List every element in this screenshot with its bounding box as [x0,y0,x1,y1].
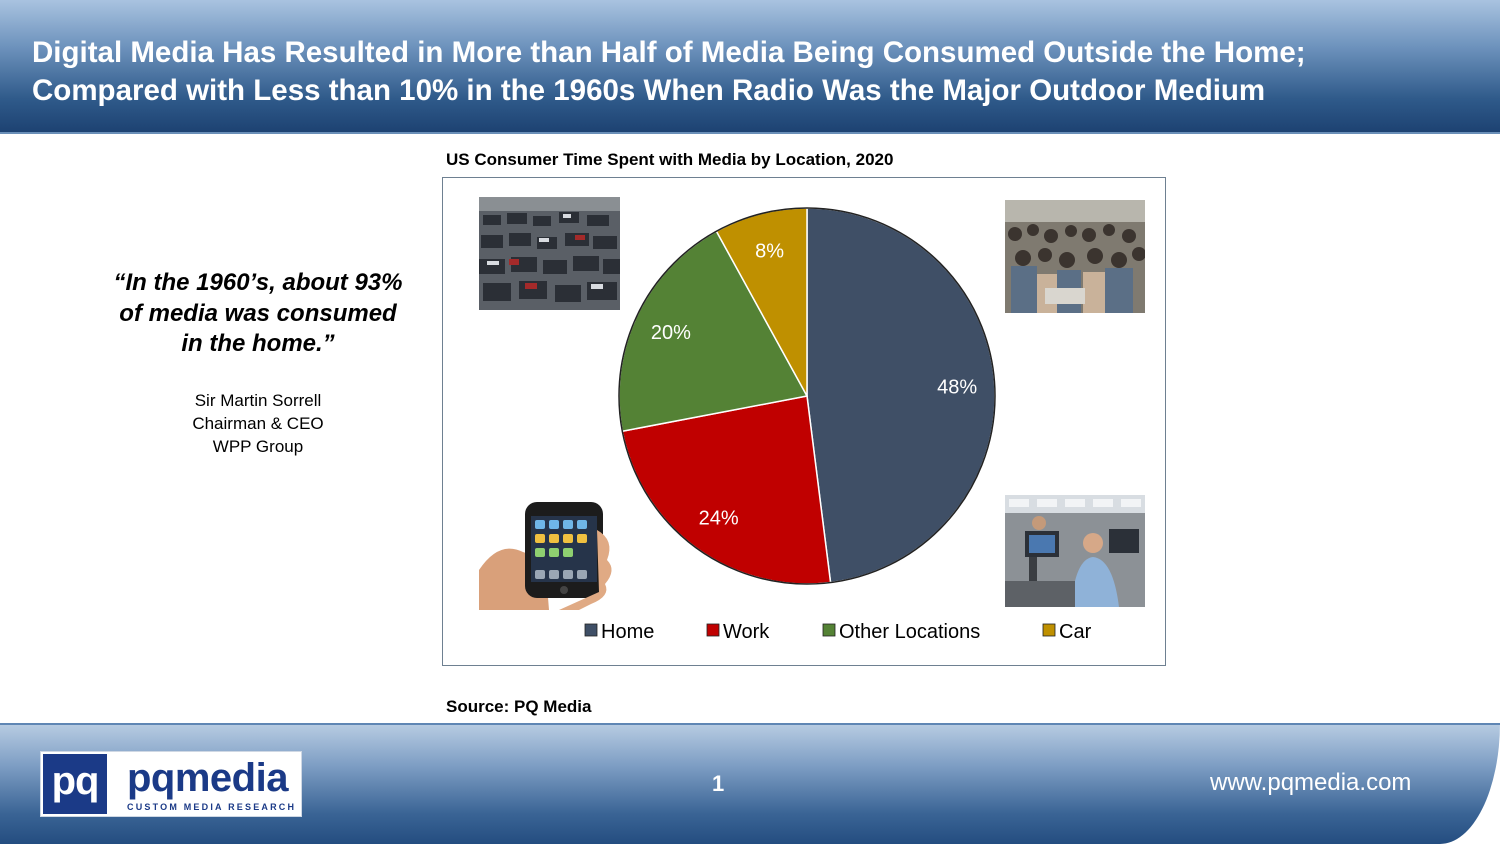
chart-title: US Consumer Time Spent with Media by Loc… [446,150,894,169]
logo-mark: pq [43,754,107,814]
legend-item-other-locations: Other Locations [822,621,980,643]
pie-slice-labels: 48% 24% 20% 8% [651,240,977,529]
legend-swatch [584,623,598,637]
attribution-company: WPP Group [212,437,304,456]
logo-wordmark: pqmedia [127,756,288,800]
legend-label: Car [1059,621,1092,643]
smartphone-in-hand-photo [479,500,620,610]
traffic-jam-photo [479,197,620,310]
attribution-role: Chairman & CEO [192,414,324,433]
pie-chart: 48% 24% 20% 8% Home Work Other Locations Car [584,207,1092,643]
logo-tagline: CUSTOM MEDIA RESEARCH [127,802,297,812]
quote-attribution: Sir Martin Sorrell Chairman & CEO WPP Gr… [108,389,408,458]
title-banner: Digital Media Has Resulted in More than … [0,0,1500,134]
legend-swatch [706,623,720,637]
legend-swatch [822,623,836,637]
attribution-name: Sir Martin Sorrell [194,391,322,410]
legend-label: Other Locations [839,621,980,643]
source-note: Source: PQ Media [446,697,592,716]
quote-line-2: of media was consumed [119,299,397,327]
website-link[interactable]: www.pqmedia.com [1210,769,1412,796]
slice-label-car: 8% [755,240,784,262]
page-title: Digital Media Has Resulted in More than … [32,34,1472,110]
slice-label-other-locations: 20% [651,322,691,344]
quote-line-1: “In the 1960’s, about 93% [113,269,403,296]
legend-swatch [1042,623,1056,637]
legend-item-home: Home [584,621,654,643]
page-number: 1 [712,771,725,796]
chart-frame: 48% 24% 20% 8% Home Work Other Locations Car [442,177,1166,666]
pie-outline [618,207,996,585]
crowd-photo [1005,200,1145,313]
quote-line-3: in the home.” [181,330,335,357]
legend-label: Home [601,621,654,643]
pqmedia-logo[interactable]: pq pqmedia CUSTOM MEDIA RESEARCH [40,751,302,817]
legend-item-work: Work [706,621,770,643]
footer-divider [0,723,1500,725]
slice-label-home: 48% [937,377,977,399]
page-title-line-2: Compared with Less than 10% in the 1960s… [32,74,1266,107]
legend-label: Work [723,621,770,643]
pie-slices [618,207,996,585]
slice-label-work: 24% [699,508,739,530]
page-title-line-1: Digital Media Has Resulted in More than … [32,36,1306,69]
office-workers-photo [1005,495,1145,607]
legend-item-car: Car [1042,621,1092,643]
quote: “In the 1960’s, about 93% of media was c… [88,268,428,360]
chart-legend: Home Work Other Locations Car [584,621,1092,643]
